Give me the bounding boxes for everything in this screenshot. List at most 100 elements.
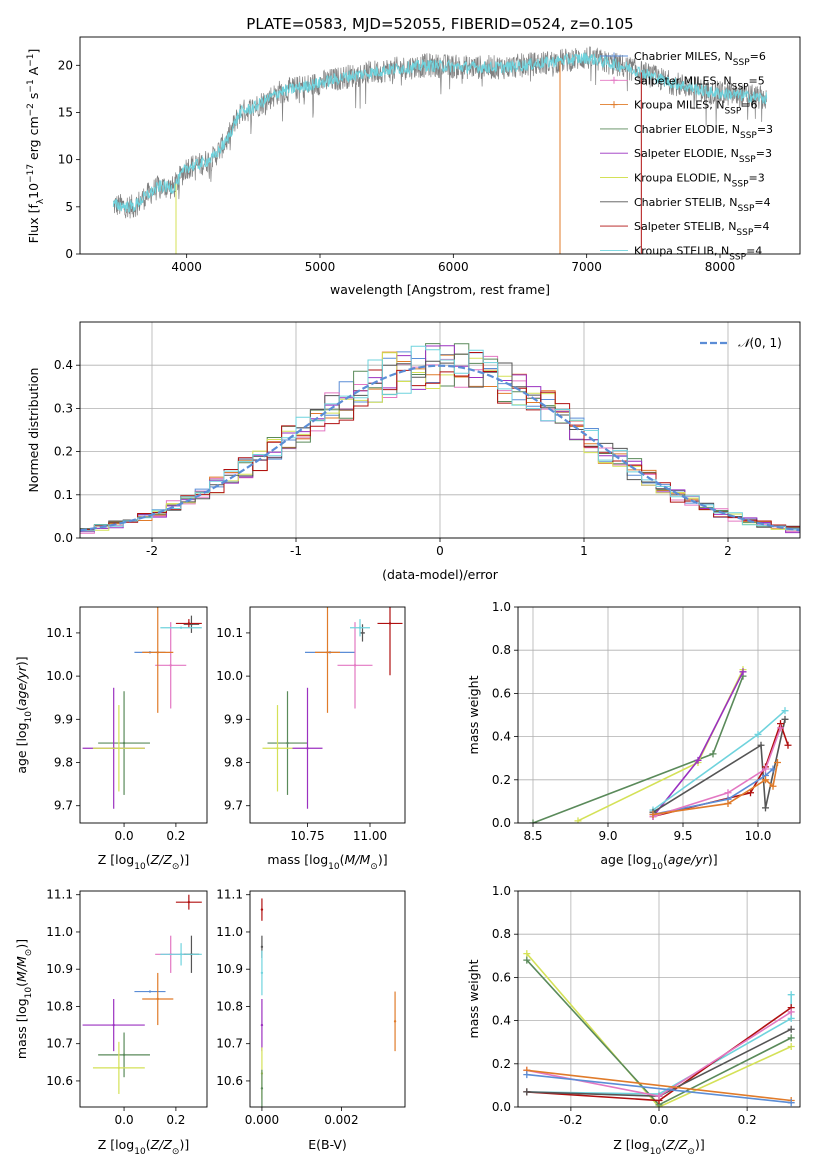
series-line	[652, 768, 774, 816]
y-tick-label: 9.8	[54, 756, 73, 770]
data-point	[117, 1066, 121, 1070]
panel-6: 0.000 0.002 10.6 10.7 10.8 10.9 11.0 11.1	[216, 888, 406, 1127]
series-marker	[787, 1014, 795, 1022]
legend-label: Chabrier STELIB, NSSP=4	[634, 196, 771, 214]
panel-5: 0.0 0.2 10.6 10.7 10.8 10.9 11.0 11.1	[46, 888, 208, 1127]
plot-area-7	[523, 950, 795, 1107]
data-point	[361, 631, 364, 635]
x-axis-label: age [log10(age/yr)]	[600, 852, 717, 872]
y-tick-label: 0.0	[492, 1100, 511, 1114]
series-marker	[655, 1092, 663, 1100]
legend-label: Salpeter MILES, NSSP=5	[634, 74, 765, 92]
data-point	[260, 945, 264, 949]
y-tick-label: 11.1	[216, 888, 243, 902]
y-tick-label: 1.0	[492, 884, 511, 898]
legend-label: Kroupa STELIB, NSSP=4	[634, 244, 762, 262]
y-tick-label: 9.8	[224, 756, 243, 770]
y-tick-label: 0.6	[492, 686, 511, 700]
series-marker	[787, 1025, 795, 1033]
y-tick-label: 9.7	[224, 799, 243, 813]
y-axis-label: age [log10(age/yr)]	[14, 656, 34, 773]
histogram-step-line	[80, 345, 800, 534]
series-marker	[781, 707, 789, 715]
y-tick-label: 11.1	[46, 888, 73, 902]
y-tick-label: 10.9	[216, 962, 243, 976]
model-spectrum-line	[112, 52, 768, 213]
y-tick-label: 0.2	[492, 773, 511, 787]
series-marker	[649, 810, 657, 818]
data-spectrum-line	[113, 46, 767, 219]
legend-label: Salpeter ELODIE, NSSP=3	[634, 147, 772, 165]
series-marker	[724, 800, 732, 808]
y-tick-label: 11.0	[46, 925, 73, 939]
data-point	[326, 651, 329, 654]
panel-3: 10.75 11.00 9.7 9.8 9.9 10.0 10.1	[216, 606, 406, 843]
y-tick-label: 10	[58, 153, 73, 167]
x-tick-label: 0.2	[738, 1113, 757, 1127]
x-tick-label: 1	[580, 544, 588, 558]
y-tick-label: 11.0	[216, 925, 243, 939]
legend-marker	[610, 101, 618, 109]
series-marker	[762, 765, 769, 773]
x-tick-label: 8.5	[523, 829, 542, 843]
plot-area-2	[82, 607, 202, 809]
x-axis-label: (data-model)/error	[382, 567, 499, 582]
series-marker	[784, 741, 792, 749]
data-point	[286, 741, 289, 745]
data-point	[179, 953, 183, 956]
axes-frame	[249, 606, 406, 824]
panel-7: -0.2 0.0 0.2 0.0 0.2 0.4 0.6 0.8 1.0	[492, 884, 801, 1127]
y-tick-label: 0.2	[54, 445, 73, 459]
x-tick-label: 7000	[571, 260, 602, 274]
data-point	[122, 741, 126, 745]
series-marker	[709, 750, 717, 758]
series-marker	[754, 730, 762, 738]
y-tick-label: 5	[65, 200, 73, 214]
x-tick-label: 5000	[305, 260, 336, 274]
y-tick-label: 10.1	[216, 626, 243, 640]
y-tick-label: 10.8	[216, 999, 243, 1013]
legend-marker	[610, 76, 618, 84]
plot-area-5	[82, 894, 202, 1094]
series-marker	[787, 991, 795, 999]
panel-1: -2 -1 0 1 2 0.0 0.1 0.2 0.3 0.4	[54, 321, 801, 558]
x-tick-label: -2	[146, 544, 158, 558]
series-marker	[777, 724, 784, 732]
series-line	[526, 953, 792, 1107]
panel-0: 4000 5000 6000 7000 8000 0 5 10 15 20	[58, 36, 801, 274]
x-tick-label: 0	[436, 544, 444, 558]
y-tick-label: 0.8	[492, 643, 511, 657]
series-marker	[757, 741, 765, 749]
series-marker	[739, 668, 747, 676]
normal-curve	[80, 364, 800, 532]
series-marker	[523, 950, 531, 958]
data-point	[156, 997, 159, 1001]
y-tick-label: 20	[58, 58, 73, 72]
y-tick-label: 10.6	[46, 1074, 73, 1088]
series-marker	[574, 817, 582, 823]
series-marker	[523, 956, 531, 964]
series-line	[526, 1069, 792, 1102]
plot-area-3	[262, 607, 403, 809]
histogram-step-line	[80, 352, 800, 531]
y-axis-label: Flux [fλ10−17 erg cm−2 s−1 A−1]	[26, 49, 46, 244]
data-point	[358, 626, 362, 629]
y-tick-label: 9.9	[224, 712, 243, 726]
y-tick-label: 10.6	[216, 1074, 243, 1088]
y-tick-label: 0.6	[492, 970, 511, 984]
data-point	[260, 908, 264, 911]
x-tick-label: 10.0	[745, 829, 772, 843]
plot-area-6	[260, 898, 397, 1107]
x-axis-label: E(B-V)	[308, 1137, 347, 1152]
data-point	[306, 747, 309, 750]
legend-marker	[610, 52, 618, 60]
axes-frame	[517, 606, 801, 824]
series-marker	[787, 1099, 795, 1107]
data-point	[187, 622, 191, 625]
chart-title: PLATE=0583, MJD=52055, FIBERID=0524, z=0…	[246, 15, 633, 33]
data-point	[169, 664, 172, 667]
x-tick-label: 4000	[171, 260, 202, 274]
y-tick-label: 10.7	[46, 1037, 73, 1051]
series-line	[526, 1073, 792, 1104]
